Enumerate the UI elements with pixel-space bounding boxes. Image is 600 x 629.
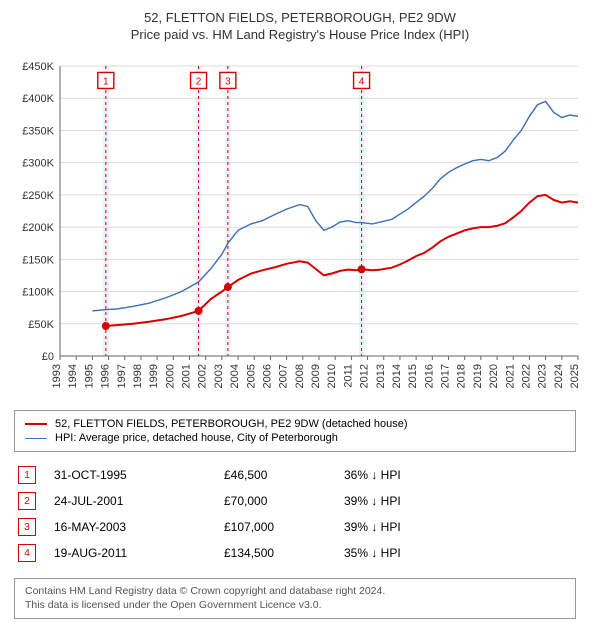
price-chart: £0 £50K £100K £150K £200K £250K £300K £350K £400… — [14, 52, 586, 402]
svg-text:2005: 2005 — [245, 364, 257, 388]
legend-label: 52, FLETTON FIELDS, PETERBOROUGH, PE2 9D… — [55, 418, 408, 430]
svg-text:2010: 2010 — [326, 364, 338, 388]
svg-text:£200K: £200K — [22, 222, 54, 234]
table-row: 3 16-MAY-2003£107,00039% ↓ HPI — [14, 514, 574, 540]
svg-text:2015: 2015 — [407, 364, 419, 388]
footnote-line: Contains HM Land Registry data © Crown c… — [25, 585, 565, 599]
svg-text:2024: 2024 — [553, 364, 565, 388]
svg-text:2019: 2019 — [472, 364, 484, 388]
chart-legend: 52, FLETTON FIELDS, PETERBOROUGH, PE2 9D… — [14, 410, 576, 452]
table-row: 4 19-AUG-2011£134,50035% ↓ HPI — [14, 540, 574, 566]
sales-table: 1 31-OCT-1995£46,50036% ↓ HPI 2 24-JUL-2001… — [14, 462, 574, 566]
svg-text:2012: 2012 — [359, 364, 371, 388]
svg-text:2020: 2020 — [488, 364, 500, 388]
table-row: 2 24-JUL-2001£70,00039% ↓ HPI — [14, 488, 574, 514]
svg-text:1995: 1995 — [83, 364, 95, 388]
svg-text:2022: 2022 — [520, 364, 532, 388]
svg-text:£0: £0 — [42, 351, 54, 363]
sale-date: 31-OCT-1995 — [54, 468, 224, 482]
svg-text:1: 1 — [103, 76, 109, 87]
sale-hpi-diff: 35% ↓ HPI — [344, 546, 464, 560]
svg-text:2: 2 — [196, 76, 202, 87]
svg-text:1996: 1996 — [100, 364, 112, 388]
svg-text:£300K: £300K — [22, 158, 54, 170]
svg-text:2023: 2023 — [537, 364, 549, 388]
svg-text:2017: 2017 — [440, 364, 452, 388]
svg-text:2000: 2000 — [164, 364, 176, 388]
sale-price: £70,000 — [224, 494, 344, 508]
svg-text:2002: 2002 — [197, 364, 209, 388]
svg-text:2004: 2004 — [229, 364, 241, 388]
legend-item: HPI: Average price, detached house, City… — [25, 431, 565, 445]
sale-date: 16-MAY-2003 — [54, 520, 224, 534]
svg-text:2011: 2011 — [342, 364, 354, 388]
footnote-line: This data is licensed under the Open Gov… — [25, 599, 565, 613]
svg-text:1998: 1998 — [132, 364, 144, 388]
svg-text:2014: 2014 — [391, 364, 403, 388]
svg-text:2013: 2013 — [375, 364, 387, 388]
page-title: 52, FLETTON FIELDS, PETERBOROUGH, PE2 9D… — [14, 10, 586, 25]
svg-text:1997: 1997 — [116, 364, 128, 388]
svg-text:1994: 1994 — [67, 364, 79, 388]
svg-text:£250K: £250K — [22, 190, 54, 202]
svg-text:2025: 2025 — [569, 364, 581, 388]
sale-hpi-diff: 39% ↓ HPI — [344, 494, 464, 508]
sale-hpi-diff: 39% ↓ HPI — [344, 520, 464, 534]
legend-label: HPI: Average price, detached house, City… — [55, 432, 338, 444]
sale-price: £134,500 — [224, 546, 344, 560]
sale-marker-badge: 4 — [18, 544, 36, 562]
svg-text:2016: 2016 — [423, 364, 435, 388]
footnote: Contains HM Land Registry data © Crown c… — [14, 578, 576, 619]
svg-text:£350K: £350K — [22, 125, 54, 137]
legend-swatch — [25, 438, 47, 439]
svg-text:2018: 2018 — [456, 364, 468, 388]
svg-text:2009: 2009 — [310, 364, 322, 388]
sale-marker-badge: 1 — [18, 466, 36, 484]
svg-text:2003: 2003 — [213, 364, 225, 388]
svg-text:£150K: £150K — [22, 254, 54, 266]
chart-container: 52, FLETTON FIELDS, PETERBOROUGH, PE2 9D… — [0, 0, 600, 629]
svg-text:2007: 2007 — [278, 364, 290, 388]
sale-date: 19-AUG-2011 — [54, 546, 224, 560]
svg-text:£450K: £450K — [22, 61, 54, 73]
sale-price: £107,000 — [224, 520, 344, 534]
sale-date: 24-JUL-2001 — [54, 494, 224, 508]
sale-hpi-diff: 36% ↓ HPI — [344, 468, 464, 482]
sale-marker-badge: 3 — [18, 518, 36, 536]
svg-text:1993: 1993 — [51, 364, 63, 388]
svg-text:£100K: £100K — [22, 287, 54, 299]
sale-marker-badge: 2 — [18, 492, 36, 510]
svg-text:£50K: £50K — [28, 319, 54, 331]
legend-item: 52, FLETTON FIELDS, PETERBOROUGH, PE2 9D… — [25, 417, 565, 431]
svg-text:2021: 2021 — [504, 364, 516, 388]
svg-text:1999: 1999 — [148, 364, 160, 388]
svg-text:2001: 2001 — [181, 364, 193, 388]
legend-swatch — [25, 423, 47, 425]
page-subtitle: Price paid vs. HM Land Registry's House … — [14, 27, 586, 42]
svg-text:2006: 2006 — [261, 364, 273, 388]
svg-text:2008: 2008 — [294, 364, 306, 388]
svg-text:4: 4 — [359, 76, 365, 87]
sale-price: £46,500 — [224, 468, 344, 482]
svg-text:£400K: £400K — [22, 93, 54, 105]
table-row: 1 31-OCT-1995£46,50036% ↓ HPI — [14, 462, 574, 488]
svg-text:3: 3 — [225, 76, 231, 87]
